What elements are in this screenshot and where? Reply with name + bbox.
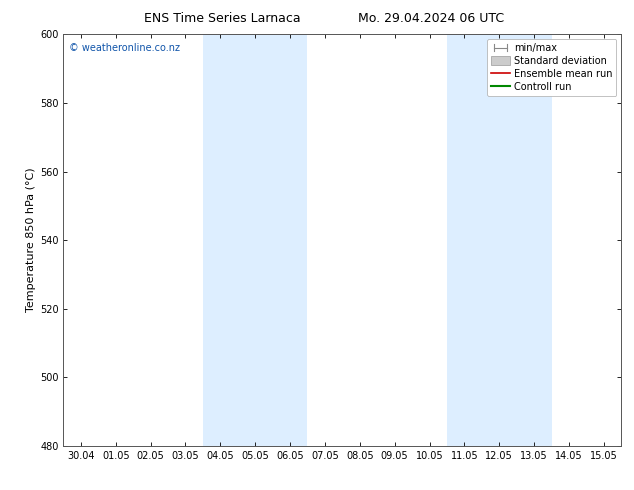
- Bar: [203, 34, 307, 446]
- Text: ENS Time Series Larnaca: ENS Time Series Larnaca: [143, 12, 301, 25]
- Bar: [447, 34, 552, 446]
- Text: © weatheronline.co.nz: © weatheronline.co.nz: [69, 43, 180, 52]
- Text: Mo. 29.04.2024 06 UTC: Mo. 29.04.2024 06 UTC: [358, 12, 504, 25]
- Y-axis label: Temperature 850 hPa (°C): Temperature 850 hPa (°C): [26, 168, 36, 313]
- Legend: min/max, Standard deviation, Ensemble mean run, Controll run: min/max, Standard deviation, Ensemble me…: [487, 39, 616, 96]
